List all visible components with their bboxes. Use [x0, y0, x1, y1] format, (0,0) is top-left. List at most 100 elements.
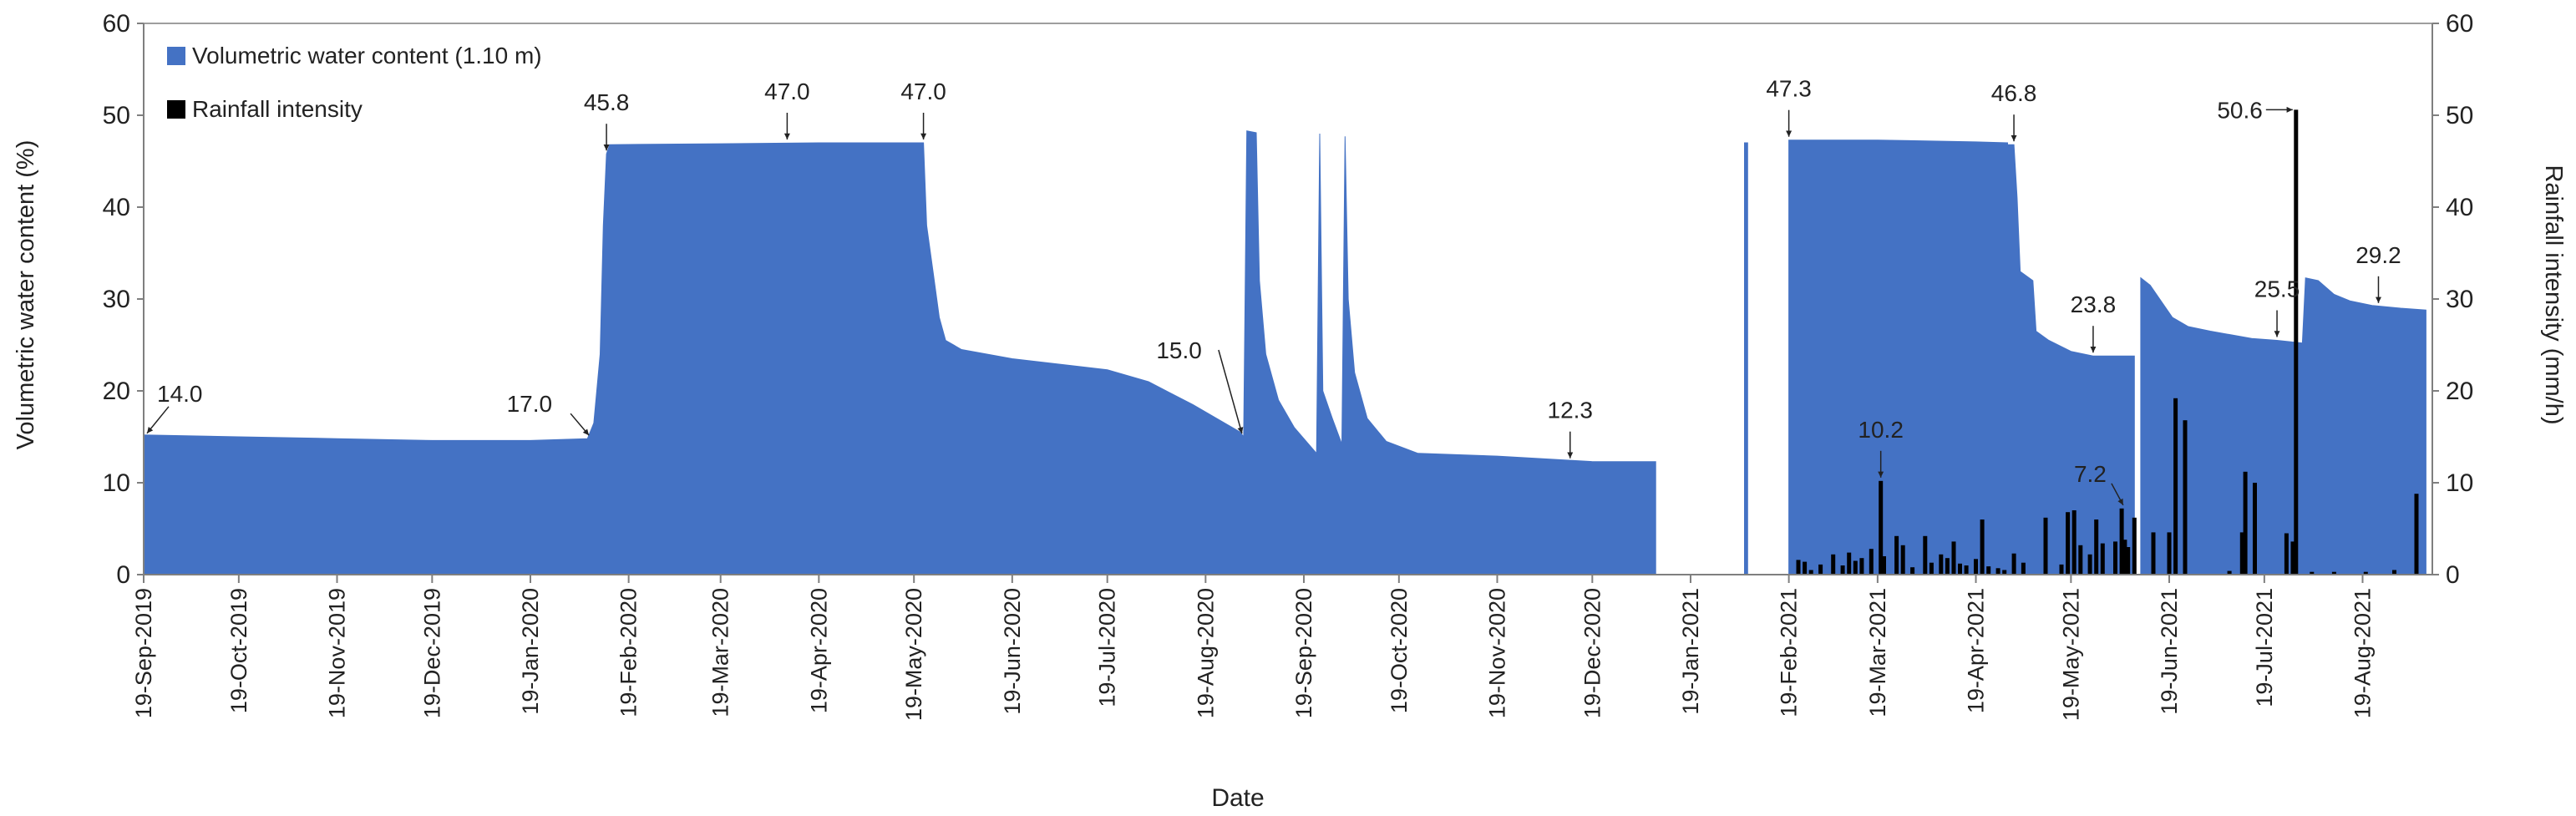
x-tick-label: 19-Nov-2020: [1485, 588, 1510, 718]
annotation-label: 12.3: [1548, 398, 1594, 423]
rainfall-bar-25: [1995, 568, 2000, 575]
legend-label-rainfall: Rainfall intensity: [192, 96, 363, 122]
annotation-arrowhead: [603, 144, 610, 151]
rainfall-bar-0: [1796, 560, 1801, 575]
rainfall-bar-18: [1945, 558, 1950, 575]
annotation-arrowhead: [147, 427, 154, 433]
x-tick-label: 19-Jul-2020: [1095, 588, 1120, 707]
rainfall-bar-9: [1869, 549, 1874, 575]
annotation-arrowhead: [2376, 296, 2381, 303]
rainfall-bar-41: [2132, 517, 2137, 575]
rainfall-bar-21: [1964, 565, 1969, 575]
rainfall-bar-29: [2043, 517, 2048, 575]
annotation-arrowhead: [2274, 331, 2280, 337]
annotation-arrowhead: [2286, 106, 2293, 113]
rainfall-bar-39: [2122, 540, 2127, 575]
annotation-label: 45.8: [584, 89, 630, 115]
annotation-label: 15.0: [1156, 337, 1202, 363]
y-tick-label-right: 0: [2446, 561, 2460, 589]
legend-swatch-rainfall: [167, 100, 185, 119]
annotation-arrow-line: [1218, 349, 1243, 434]
y-axis-title-right: Rainfall intensity (mm/h): [2540, 165, 2567, 424]
rainfall-bar-36: [2100, 543, 2105, 575]
x-tick-label: 19-May-2020: [901, 588, 926, 721]
annotation-arrowhead: [2011, 135, 2017, 142]
legend-swatch-water-content: [167, 47, 185, 65]
rainfall-bar-4: [1831, 554, 1836, 575]
y-tick-label-right: 20: [2446, 378, 2473, 405]
rainfall-bar-38: [2119, 508, 2124, 575]
rainfall-bar-15: [1923, 535, 1928, 575]
annotation-arrowhead: [920, 133, 927, 139]
water-content-area-3: [2140, 276, 2426, 575]
rainfall-bar-2: [1808, 570, 1813, 575]
rainfall-bar-43: [2167, 532, 2172, 575]
annotation-label: 47.3: [1766, 76, 1812, 102]
x-tick-label: 19-Sep-2020: [1291, 588, 1316, 718]
annotation-arrowhead: [2090, 347, 2097, 353]
y-tick-label-left: 10: [103, 469, 130, 497]
rainfall-bar-3: [1818, 564, 1823, 575]
x-tick-label: 19-Jan-2021: [1678, 588, 1703, 715]
annotation-label: 14.0: [157, 381, 203, 407]
rainfall-bar-49: [2253, 483, 2257, 575]
rainfall-bar-6: [1847, 552, 1852, 575]
annotation-label: 29.2: [2355, 242, 2401, 268]
rainfall-bar-11: [1882, 556, 1886, 575]
x-tick-label: 19-Dec-2019: [419, 588, 444, 718]
annotation-label: 10.2: [1858, 417, 1904, 443]
x-tick-label: 19-Jan-2020: [518, 588, 543, 715]
rainfall-bar-7: [1853, 560, 1858, 575]
rainfall-bar-31: [2066, 512, 2071, 575]
x-tick-label: 19-May-2021: [2058, 588, 2083, 721]
rainfall-bar-20: [1958, 563, 1962, 575]
x-tick-label: 19-Jul-2021: [2252, 588, 2277, 707]
x-axis-title: Date: [1211, 784, 1264, 812]
rainfall-bar-24: [1986, 566, 1991, 575]
rainfall-bar-50: [2284, 533, 2289, 575]
water-content-area-1: [1744, 142, 1748, 575]
rainfall-bar-34: [2087, 554, 2092, 575]
rainfall-bar-44: [2173, 398, 2178, 575]
legend-label-water-content: Volumetric water content (1.10 m): [192, 43, 542, 68]
x-tick-label: 19-Nov-2019: [325, 588, 350, 718]
annotation-arrowhead: [1878, 471, 1884, 478]
rainfall-bar-10: [1879, 480, 1884, 575]
y-tick-label-left: 40: [103, 194, 130, 221]
rainfall-bar-40: [2126, 547, 2131, 575]
rainfall-bar-37: [2113, 541, 2117, 575]
rainfall-bar-53: [2310, 571, 2315, 575]
x-tick-label: 19-Aug-2021: [2350, 588, 2376, 718]
y-tick-label-left: 0: [116, 561, 130, 589]
rainfall-bar-54: [2331, 571, 2336, 575]
annotations: 14.0 17.0 45.8 47.0 47.0 15.0 12.3 47.3 46.8 10.2…: [146, 76, 2401, 506]
y-tick-label-right: 50: [2446, 102, 2473, 129]
rainfall-bar-17: [1939, 554, 1944, 575]
rainfall-bar-57: [2414, 494, 2419, 575]
rainfall-bar-52: [2294, 109, 2299, 575]
rainfall-bar-47: [2239, 532, 2244, 575]
y-tick-label-right: 10: [2446, 469, 2473, 497]
rainfall-bar-48: [2243, 471, 2248, 575]
y-tick-label-right: 60: [2446, 10, 2473, 38]
annotation-arrowhead: [1237, 427, 1244, 433]
rainfall-bar-35: [2094, 520, 2099, 575]
rainfall-bar-42: [2151, 532, 2156, 575]
annotation-label: 25.5: [2254, 276, 2300, 302]
rainfall-bar-46: [2227, 570, 2232, 575]
rainfall-series: [1796, 109, 2419, 575]
annotation-arrowhead: [2117, 498, 2123, 505]
rainfall-bar-1: [1803, 561, 1808, 575]
x-tick-label: 19-Mar-2021: [1865, 588, 1890, 717]
rainfall-bar-26: [2002, 570, 2007, 575]
x-tick-label: 19-Sep-2019: [131, 588, 156, 718]
water-content-area-0: [143, 130, 1656, 575]
x-tick-label: 19-Feb-2020: [616, 588, 641, 717]
x-tick-label: 19-Aug-2020: [1193, 588, 1218, 718]
annotation-label: 23.8: [2071, 291, 2117, 317]
x-tick-label: 19-Apr-2020: [806, 588, 831, 713]
axes: 0 0 10 10 20 20 30 30 40 40 50 50 60 60 19-Sep-2019 19-…: [103, 10, 2474, 721]
y-tick-label-right: 40: [2446, 194, 2473, 221]
annotation-label: 17.0: [507, 391, 553, 417]
